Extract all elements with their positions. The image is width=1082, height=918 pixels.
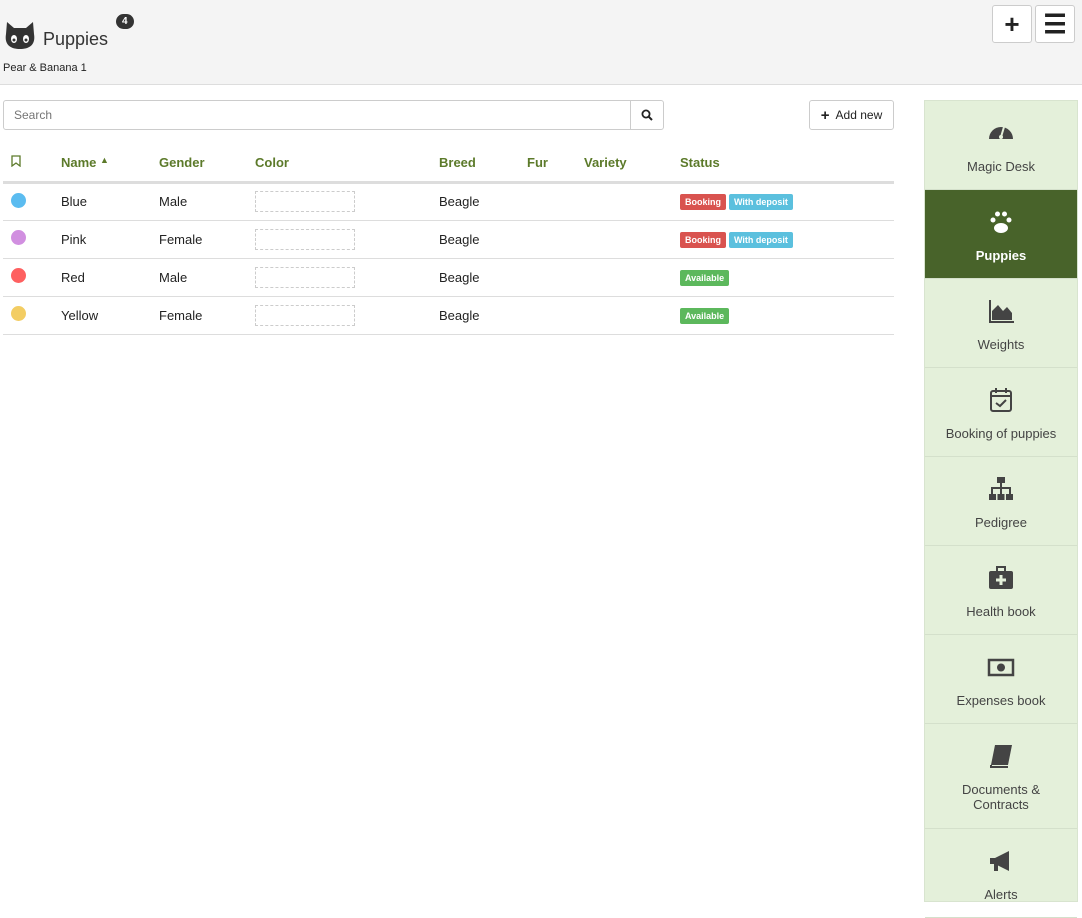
add-new-label: Add new xyxy=(835,108,883,122)
book-icon xyxy=(990,745,1012,768)
sidebar-item-label: Puppies xyxy=(975,248,1027,263)
color-swatch[interactable] xyxy=(255,266,355,288)
money-icon xyxy=(987,658,1015,677)
variety-cell xyxy=(584,296,680,335)
gender-cell: Male xyxy=(159,258,255,297)
sidebar-item-label: Health book xyxy=(966,604,1036,619)
breed-cell: Beagle xyxy=(439,296,527,335)
sidebar-item-documents-contracts[interactable]: Documents & Contracts xyxy=(925,724,1077,829)
status-badge: With deposit xyxy=(729,194,793,210)
sidebar-item-label: Booking of puppies xyxy=(945,426,1057,441)
sidebar-item-health-book[interactable]: Health book xyxy=(925,546,1077,635)
sidebar-item-alerts[interactable]: Alerts xyxy=(925,829,1077,918)
column-variety[interactable]: Variety xyxy=(584,145,680,184)
column-color[interactable]: Color xyxy=(255,145,439,184)
breed-cell: Beagle xyxy=(439,258,527,297)
page-title: Puppies xyxy=(43,29,109,49)
status-badge: With deposit xyxy=(729,231,793,248)
cat-logo-icon xyxy=(5,22,35,49)
search-button[interactable] xyxy=(630,101,663,129)
variety-cell xyxy=(584,182,680,221)
column-breed[interactable]: Breed xyxy=(439,145,527,184)
sidebar-item-pedigree[interactable]: Pedigree xyxy=(925,457,1077,546)
sidebar-item-expenses-book[interactable]: Expenses book xyxy=(925,635,1077,724)
status-cell: Available xyxy=(680,296,894,335)
color-swatch[interactable] xyxy=(255,191,355,212)
bookmark-icon xyxy=(11,155,21,168)
color-swatch[interactable] xyxy=(255,304,355,326)
fur-cell xyxy=(527,220,584,259)
breed-cell: Beagle xyxy=(439,182,527,221)
name-cell[interactable]: Blue xyxy=(61,182,159,221)
sidebar-item-label: Documents & Contracts xyxy=(961,782,1041,812)
table-row[interactable]: Blue Male Beagle Booking With deposit xyxy=(3,182,894,221)
status-badge: Available xyxy=(680,269,730,286)
status-badge: Booking xyxy=(680,194,726,210)
fur-cell xyxy=(527,258,584,297)
gender-cell: Female xyxy=(159,220,255,259)
gender-cell: Female xyxy=(159,296,255,335)
table-row[interactable]: Pink Female Beagle Booking With deposit xyxy=(3,220,894,259)
fur-cell xyxy=(527,296,584,335)
sidebar-item-puppies[interactable]: Puppies xyxy=(925,190,1077,279)
color-swatch[interactable] xyxy=(255,228,355,250)
medkit-icon xyxy=(989,566,1013,589)
table-row[interactable]: Yellow Female Beagle Available xyxy=(3,296,894,335)
gender-cell: Male xyxy=(159,182,255,221)
color-dot xyxy=(11,268,26,283)
fur-cell xyxy=(527,182,584,221)
sidebar-item-label: Magic Desk xyxy=(967,159,1035,174)
color-dot xyxy=(11,192,26,208)
calendar-check-icon xyxy=(990,388,1012,412)
sidebar: Magic Desk Puppies Weights Booking of puppi… xyxy=(924,100,1078,918)
bullhorn-icon xyxy=(990,851,1009,871)
sidebar-item-label: Expenses book xyxy=(956,693,1046,708)
status-cell: Booking With deposit xyxy=(680,220,894,259)
area-chart-icon xyxy=(989,300,1014,323)
plus-icon: + xyxy=(1004,8,1020,39)
sidebar-item-label: Alerts xyxy=(984,887,1018,902)
status-badge: Available xyxy=(680,307,730,324)
add-new-button[interactable]: + Add new xyxy=(809,100,894,130)
sidebar-item-label: Weights xyxy=(977,337,1025,352)
add-button[interactable]: + xyxy=(992,5,1032,43)
name-cell[interactable]: Red xyxy=(61,258,159,297)
column-fur[interactable]: Fur xyxy=(527,145,584,184)
column-status[interactable]: Status xyxy=(680,145,894,184)
sitemap-icon xyxy=(989,477,1013,500)
status-cell: Available xyxy=(680,258,894,297)
column-name[interactable]: Name ▲ xyxy=(61,145,159,184)
status-badge: Booking xyxy=(680,231,726,248)
color-dot xyxy=(11,230,26,245)
search-input[interactable] xyxy=(4,101,630,129)
menu-button[interactable]: ☰ xyxy=(1035,5,1075,43)
bookmark-column[interactable] xyxy=(3,145,61,184)
table-row[interactable]: Red Male Beagle Available xyxy=(3,258,894,297)
sidebar-item-weights[interactable]: Weights xyxy=(925,279,1077,368)
hamburger-icon: ☰ xyxy=(1043,8,1067,39)
table-header: Name ▲ Gender Color Breed Fur Variety St… xyxy=(3,145,894,184)
paw-icon xyxy=(990,211,1012,233)
name-cell[interactable]: Yellow xyxy=(61,296,159,335)
name-cell[interactable]: Pink xyxy=(61,220,159,259)
plus-icon: + xyxy=(820,106,830,124)
column-name-label: Name xyxy=(61,155,97,171)
color-dot xyxy=(11,306,26,321)
sidebar-item-label: Pedigree xyxy=(974,515,1028,530)
variety-cell xyxy=(584,220,680,259)
sort-asc-icon: ▲ xyxy=(100,155,109,166)
sidebar-item-magic-desk[interactable]: Magic Desk xyxy=(925,101,1077,190)
dashboard-icon xyxy=(989,126,1013,139)
search-bar xyxy=(3,100,664,130)
search-icon xyxy=(641,109,653,121)
breed-cell: Beagle xyxy=(439,220,527,259)
status-cell: Booking With deposit xyxy=(680,182,894,221)
puppies-table: Name ▲ Gender Color Breed Fur Variety St… xyxy=(3,145,894,335)
column-gender[interactable]: Gender xyxy=(159,145,255,184)
header: Puppies 4 Pear & Banana 1 + ☰ xyxy=(0,0,1082,85)
sidebar-item-booking-of-puppies[interactable]: Booking of puppies xyxy=(925,368,1077,457)
count-badge: 4 xyxy=(116,14,134,29)
variety-cell xyxy=(584,258,680,297)
kennel-name: Pear & Banana 1 xyxy=(3,62,87,74)
